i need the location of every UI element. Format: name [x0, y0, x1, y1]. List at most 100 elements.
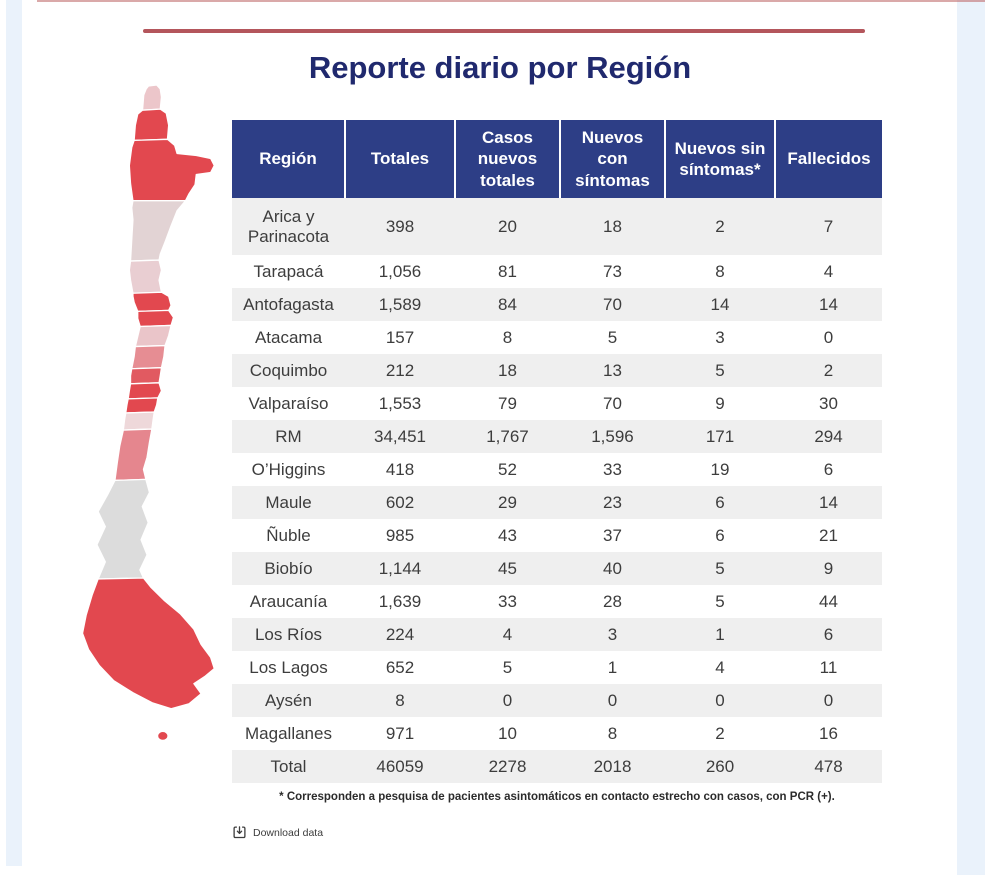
- table-row: Biobío 1,144 45 40 5 9: [232, 552, 882, 585]
- top-hairline: [37, 0, 985, 2]
- value-cell: 1,056: [378, 261, 422, 281]
- region-name-cell: Aysén: [232, 684, 345, 717]
- value-cell: 29: [455, 486, 560, 519]
- region-name-cell: Magallanes: [245, 723, 332, 743]
- map-region-ohiggins[interactable]: [134, 324, 172, 348]
- value-cell: 43: [498, 525, 517, 545]
- value-cell: 44: [819, 591, 838, 611]
- value-cell: 21: [819, 525, 838, 545]
- map-region-antofagasta[interactable]: [128, 138, 216, 202]
- value-cell: 478: [775, 750, 882, 783]
- map-region-los-lagos[interactable]: [114, 428, 153, 482]
- value-cell: 0: [775, 684, 882, 717]
- value-cell: 20: [455, 198, 560, 255]
- map-region-arica-y-parinacota[interactable]: [141, 84, 163, 111]
- map-region-aysen[interactable]: [96, 478, 151, 580]
- value-cell: 14: [775, 288, 882, 321]
- table-row: Antofagasta 1,589 84 70 14 14: [232, 288, 882, 321]
- map-region-araucania[interactable]: [124, 397, 159, 414]
- region-name-cell: Los Lagos: [249, 657, 328, 677]
- value-cell: 1,596: [560, 420, 665, 453]
- table-row: Magallanes 971 10 8 2 16: [232, 717, 882, 750]
- table-row: O’Higgins 418 52 33 19 6: [232, 453, 882, 486]
- value-cell: 6: [665, 486, 775, 519]
- column-header-fallecidos: Fallecidos: [775, 120, 882, 198]
- map-region-coquimbo[interactable]: [128, 259, 163, 294]
- value-cell: 33: [498, 591, 517, 611]
- value-cell: 9: [715, 393, 725, 413]
- value-cell: 70: [603, 393, 622, 413]
- value-cell: 45: [455, 552, 560, 585]
- red-divider-line: [143, 29, 865, 33]
- value-cell: 14: [775, 486, 882, 519]
- value-cell: 28: [603, 591, 622, 611]
- value-cell: 84: [455, 288, 560, 321]
- value-cell: 1: [665, 618, 775, 651]
- table-row: Los Ríos 224 4 3 1 6: [232, 618, 882, 651]
- map-region-valparaiso[interactable]: [132, 291, 172, 313]
- value-cell: 46059: [345, 750, 455, 783]
- value-cell: 2018: [560, 750, 665, 783]
- value-cell: 2: [665, 198, 775, 255]
- value-cell: 171: [665, 420, 775, 453]
- right-edge-strip: [957, 0, 985, 875]
- value-cell: 70: [560, 288, 665, 321]
- value-cell: 4: [823, 261, 834, 281]
- value-cell: 7: [775, 198, 882, 255]
- value-cell: 14: [665, 288, 775, 321]
- region-name-cell: Ñuble: [266, 525, 311, 545]
- value-cell: 8: [502, 327, 513, 347]
- map-region-magallanes[interactable]: [81, 577, 216, 710]
- region-name-cell: Los Ríos: [232, 618, 345, 651]
- download-data-button[interactable]: Download data: [233, 826, 323, 839]
- value-cell: 3: [560, 618, 665, 651]
- value-cell: 4: [715, 657, 725, 677]
- region-name-cell: RM: [232, 420, 345, 453]
- table-row: RM 34,451 1,767 1,596 171 294: [232, 420, 882, 453]
- value-cell: 294: [775, 420, 882, 453]
- region-name-cell: Valparaíso: [248, 393, 329, 413]
- table-row-total: Total 46059 2278 2018 260 478: [232, 750, 882, 783]
- table-row: Coquimbo 212 18 13 5 2: [232, 354, 882, 387]
- map-region-los-rios[interactable]: [122, 411, 156, 431]
- value-cell: 3: [715, 327, 725, 347]
- map-region-magallanes-island[interactable]: [156, 730, 169, 742]
- table-row: Araucanía 1,639 33 28 5 44: [232, 585, 882, 618]
- column-header-nuevos-sin-sintomas: Nuevos sin síntomas*: [665, 120, 776, 198]
- value-cell: 212: [345, 354, 455, 387]
- map-region-nuble[interactable]: [129, 367, 163, 385]
- map-region-atacama[interactable]: [129, 200, 187, 262]
- value-cell: 18: [560, 198, 665, 255]
- value-cell: 1,144: [345, 552, 455, 585]
- value-cell: 0: [455, 684, 560, 717]
- download-icon: [233, 826, 246, 839]
- left-edge-strip: [6, 0, 22, 866]
- table-row: Los Lagos 652 5 1 4 11: [232, 651, 882, 684]
- value-cell: 2: [775, 354, 882, 387]
- value-cell: 2278: [455, 750, 560, 783]
- column-header-casos-nuevos-totales: Casos nuevos totales: [455, 120, 561, 198]
- region-name-cell: Maule: [232, 486, 345, 519]
- value-cell: 52: [498, 459, 517, 479]
- value-cell: 6: [715, 525, 725, 545]
- value-cell: 0: [560, 684, 665, 717]
- value-cell: 1,589: [345, 288, 455, 321]
- value-cell: 4: [455, 618, 560, 651]
- value-cell: 18: [455, 354, 560, 387]
- region-name-cell: Tarapacá: [253, 261, 324, 281]
- map-region-maule[interactable]: [130, 344, 166, 370]
- value-cell: 5: [607, 327, 618, 347]
- map-region-tarapaca[interactable]: [133, 108, 170, 141]
- value-cell: 985: [385, 525, 415, 545]
- value-cell: 1,639: [378, 591, 422, 611]
- map-region-biobio[interactable]: [127, 382, 163, 400]
- value-cell: 1: [607, 657, 618, 677]
- table-body: Arica y Parinacota 398 20 18 2 7 Tarapacá 1,056…: [232, 198, 882, 783]
- value-cell: 30: [819, 393, 838, 413]
- value-cell: 5: [502, 657, 513, 677]
- value-cell: 8: [345, 684, 455, 717]
- value-cell: 40: [560, 552, 665, 585]
- map-region-rm[interactable]: [136, 309, 175, 328]
- region-name-cell: O’Higgins: [251, 459, 326, 479]
- value-cell: 73: [603, 261, 622, 281]
